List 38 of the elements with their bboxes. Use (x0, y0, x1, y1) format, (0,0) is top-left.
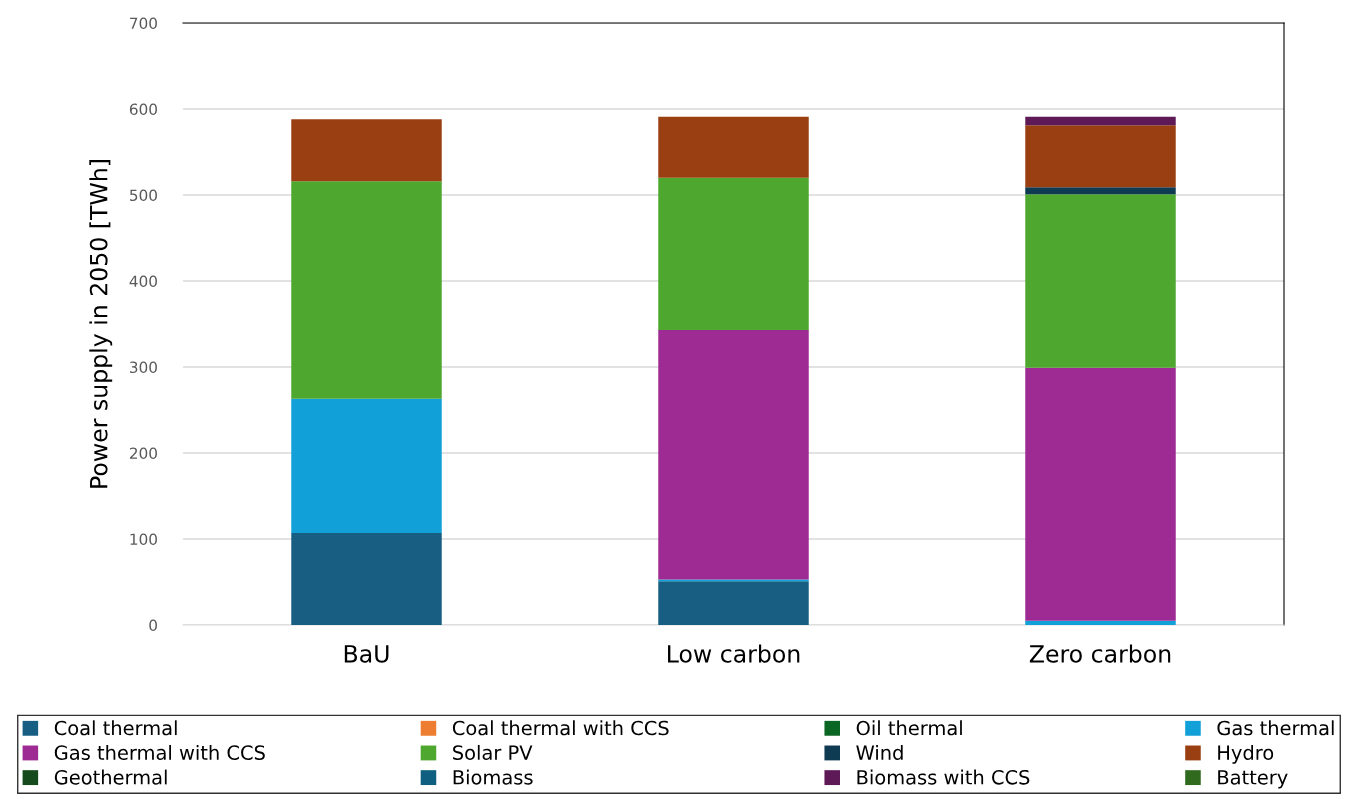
bar (1025, 194, 1176, 368)
y-tick-label: 300 (130, 361, 157, 374)
legend-label: Battery (1218, 770, 1288, 789)
y-tick-label: 200 (129, 447, 157, 460)
legend-label: Oil thermal (856, 720, 962, 736)
legend-label: Coal thermal with CCS (452, 720, 669, 736)
bar (658, 116, 809, 178)
bar (291, 119, 442, 182)
bar (1025, 620, 1176, 625)
legend-label: Wind (856, 744, 903, 760)
x-tick-label: Low carbon (668, 644, 800, 663)
x-tick-label: Zero carbon (1029, 644, 1171, 663)
y-tick-label: 400 (129, 275, 157, 288)
bar (291, 398, 442, 533)
bar (658, 177, 809, 331)
y-tick-label: 600 (129, 103, 157, 116)
y-tick-label: 0 (149, 619, 157, 632)
legend-label: Solar PV (453, 744, 533, 760)
legend-label: Gas thermal (1217, 720, 1334, 736)
bar (658, 330, 809, 580)
y-axis-title: Power supply in 2050 [TWh] (89, 160, 113, 488)
legend-label: Gas thermal with CCS (54, 744, 265, 760)
bar (1025, 187, 1176, 195)
bar (291, 532, 442, 625)
bar (1025, 116, 1176, 126)
legend-label: Biomass (453, 769, 533, 785)
bar (658, 581, 809, 625)
bar (1025, 125, 1176, 188)
legend-label: Hydro (1218, 744, 1274, 764)
legend-label: Geothermal (54, 769, 167, 785)
legend-label: Coal thermal (54, 720, 177, 736)
y-tick-label: 500 (130, 189, 157, 202)
bar (1025, 367, 1176, 621)
bar (291, 181, 442, 399)
y-tick-label: 100 (130, 533, 157, 546)
x-tick-label: BaU (344, 645, 389, 663)
y-tick-label: 700 (130, 17, 157, 30)
legend-label: Biomass with CCS (857, 769, 1030, 785)
